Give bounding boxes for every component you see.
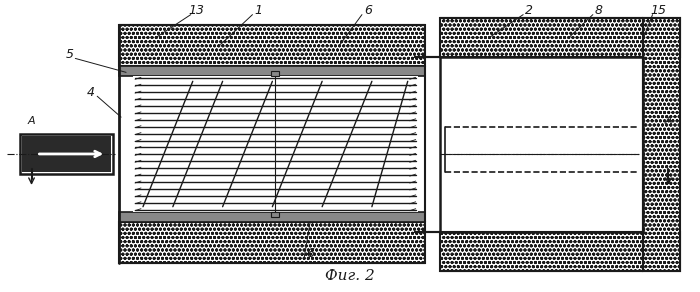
Text: 5: 5 bbox=[65, 48, 74, 61]
Bar bbox=[440, 232, 680, 271]
Bar bbox=[440, 18, 680, 58]
Text: 1: 1 bbox=[254, 4, 262, 17]
Text: A: A bbox=[28, 116, 35, 126]
Text: A: A bbox=[665, 116, 672, 126]
Bar bbox=[22, 136, 111, 172]
Bar bbox=[272, 212, 279, 217]
Bar bbox=[119, 66, 425, 76]
Bar bbox=[643, 18, 680, 271]
Text: 4: 4 bbox=[88, 86, 95, 99]
Bar bbox=[119, 222, 425, 263]
Text: 15: 15 bbox=[650, 4, 666, 17]
Bar bbox=[20, 134, 113, 174]
Text: 8: 8 bbox=[595, 4, 603, 17]
Text: 6: 6 bbox=[364, 4, 372, 17]
Bar bbox=[119, 212, 425, 222]
Text: 2: 2 bbox=[525, 4, 533, 17]
Bar bbox=[272, 71, 279, 76]
Text: Фиг. 2: Фиг. 2 bbox=[325, 269, 375, 283]
Text: 13: 13 bbox=[189, 4, 204, 17]
Bar bbox=[119, 25, 425, 66]
Bar bbox=[133, 76, 418, 212]
Text: 6: 6 bbox=[306, 247, 314, 260]
